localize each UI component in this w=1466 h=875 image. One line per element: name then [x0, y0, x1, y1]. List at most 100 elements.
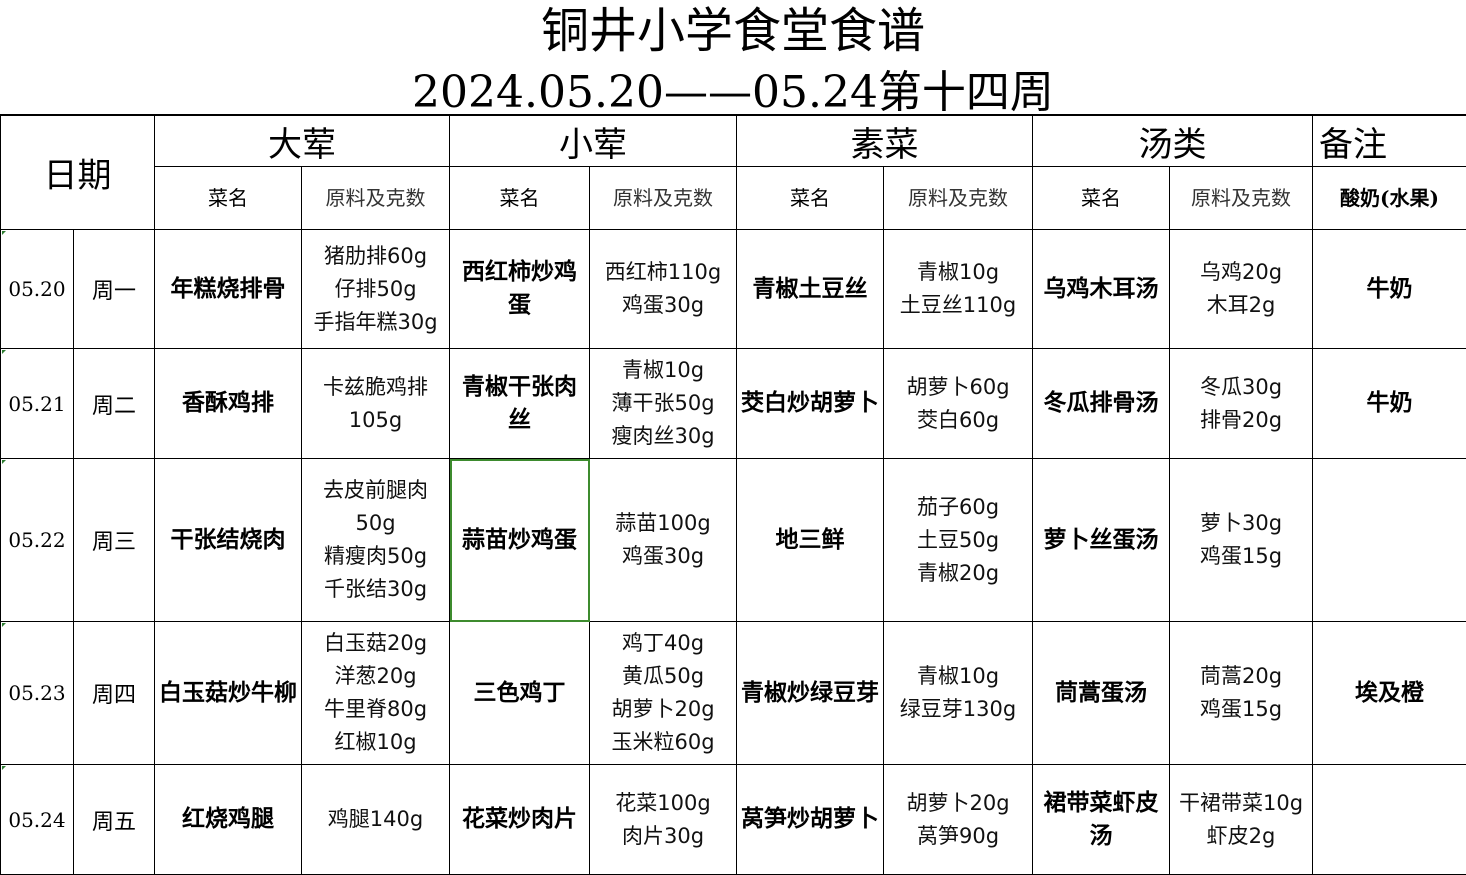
date-cell[interactable]: 05.20: [1, 230, 74, 349]
group-header-big-meat[interactable]: 大荤: [155, 116, 450, 167]
note-cell[interactable]: [1313, 459, 1466, 622]
ingredient-line: 乌鸡20g: [1172, 256, 1310, 289]
small-meat-dish-cell[interactable]: 青椒干张肉丝: [450, 349, 590, 459]
ingredient-line: 花菜100g: [592, 787, 734, 820]
ingredient-line: 青椒10g: [886, 256, 1030, 289]
sub-header-small-dish[interactable]: 菜名: [450, 167, 590, 230]
ingredient-line: 鸡蛋30g: [592, 289, 734, 322]
ingredient-line: 莴笋90g: [886, 820, 1030, 853]
weekday-cell[interactable]: 周三: [74, 459, 155, 622]
ingredient-line: 鸡丁40g: [592, 627, 734, 660]
sub-header-note[interactable]: 酸奶(水果): [1313, 167, 1466, 230]
note-cell[interactable]: 牛奶: [1313, 349, 1466, 459]
group-header-small-meat[interactable]: 小荤: [450, 116, 737, 167]
ingredient-line: 鸡蛋15g: [1172, 693, 1310, 726]
vegetable-dish-cell[interactable]: 青椒土豆丝: [737, 230, 884, 349]
ingredient-line: 茄子60g: [886, 491, 1030, 524]
note-cell[interactable]: 牛奶: [1313, 230, 1466, 349]
ingredient-line: 绿豆芽130g: [886, 693, 1030, 726]
group-header-vegetable[interactable]: 素菜: [737, 116, 1033, 167]
ingredient-line: 仔排50g: [304, 273, 447, 306]
sub-header-big-raw[interactable]: 原料及克数: [302, 167, 450, 230]
vegetable-dish-cell[interactable]: 茭白炒胡萝卜: [737, 349, 884, 459]
sub-header-soup-dish[interactable]: 菜名: [1033, 167, 1170, 230]
group-header-note[interactable]: 备注: [1313, 116, 1466, 167]
soup-dish-cell[interactable]: 萝卜丝蛋汤: [1033, 459, 1170, 622]
vegetable-dish-cell[interactable]: 青椒炒绿豆芽: [737, 622, 884, 765]
ingredient-line: 干裙带菜10g: [1172, 787, 1310, 820]
sub-header-soup-raw[interactable]: 原料及克数: [1170, 167, 1313, 230]
ingredient-line: 胡萝卜20g: [886, 787, 1030, 820]
group-header-soup[interactable]: 汤类: [1033, 116, 1313, 167]
big-meat-dish-cell[interactable]: 红烧鸡腿: [155, 765, 302, 875]
weekday-cell[interactable]: 周一: [74, 230, 155, 349]
soup-dish-cell[interactable]: 乌鸡木耳汤: [1033, 230, 1170, 349]
vegetable-dish-cell[interactable]: 莴笋炒胡萝卜: [737, 765, 884, 875]
ingredient-line: 洋葱20g: [304, 660, 447, 693]
sub-header-veg-raw[interactable]: 原料及克数: [884, 167, 1033, 230]
soup-dish-cell[interactable]: 裙带菜虾皮汤: [1033, 765, 1170, 875]
vegetable-dish-cell[interactable]: 地三鲜: [737, 459, 884, 622]
sub-header-small-raw[interactable]: 原料及克数: [590, 167, 737, 230]
sub-header-veg-dish[interactable]: 菜名: [737, 167, 884, 230]
soup-dish-cell[interactable]: 冬瓜排骨汤: [1033, 349, 1170, 459]
sub-header-big-dish[interactable]: 菜名: [155, 167, 302, 230]
weekday-cell[interactable]: 周五: [74, 765, 155, 875]
header-row-sub: 菜名 原料及克数 菜名 原料及克数 菜名 原料及克数 菜名 原料及克数 酸奶(水…: [1, 167, 1466, 230]
ingredient-line: 冬瓜30g: [1172, 371, 1310, 404]
note-cell[interactable]: [1313, 765, 1466, 875]
ingredient-line: 排骨20g: [1172, 404, 1310, 437]
small-meat-dish-cell[interactable]: 蒜苗炒鸡蛋: [450, 459, 590, 622]
big-meat-ingredients-cell[interactable]: 鸡腿140g: [302, 765, 450, 875]
note-cell[interactable]: 埃及橙: [1313, 622, 1466, 765]
date-cell[interactable]: 05.22: [1, 459, 74, 622]
small-meat-dish-cell[interactable]: 西红柿炒鸡蛋: [450, 230, 590, 349]
ingredient-line: 胡萝卜60g: [886, 371, 1030, 404]
ingredient-line: 去皮前腿肉50g: [304, 474, 447, 540]
big-meat-dish-cell[interactable]: 年糕烧排骨: [155, 230, 302, 349]
ingredient-line: 鸡腿140g: [304, 803, 447, 836]
weekday-cell[interactable]: 周二: [74, 349, 155, 459]
date-cell[interactable]: 05.23: [1, 622, 74, 765]
small-meat-dish-cell[interactable]: 花菜炒肉片: [450, 765, 590, 875]
ingredient-line: 精瘦肉50g: [304, 540, 447, 573]
soup-dish-cell[interactable]: 茼蒿蛋汤: [1033, 622, 1170, 765]
small-meat-dish-cell[interactable]: 三色鸡丁: [450, 622, 590, 765]
date-cell[interactable]: 05.24: [1, 765, 74, 875]
date-header[interactable]: 日期: [1, 116, 155, 230]
big-meat-ingredients-cell[interactable]: 卡兹脆鸡排105g: [302, 349, 450, 459]
big-meat-dish-cell[interactable]: 香酥鸡排: [155, 349, 302, 459]
cell-indicator-icon: [2, 231, 6, 235]
weekday-cell[interactable]: 周四: [74, 622, 155, 765]
page-title: 铜井小学食堂食谱: [0, 2, 1466, 60]
ingredient-line: 胡萝卜20g: [592, 693, 734, 726]
ingredient-line: 红椒10g: [304, 726, 447, 759]
page-subtitle: 2024.05.20——05.24第十四周: [0, 66, 1466, 120]
date-cell[interactable]: 05.21: [1, 349, 74, 459]
big-meat-dish-cell[interactable]: 白玉菇炒牛柳: [155, 622, 302, 765]
ingredient-line: 西红柿110g: [592, 256, 734, 289]
ingredient-line: 蒜苗100g: [592, 507, 734, 540]
ingredient-line: 牛里脊80g: [304, 693, 447, 726]
ingredient-line: 鸡蛋30g: [592, 540, 734, 573]
big-meat-dish-cell[interactable]: 干张结烧肉: [155, 459, 302, 622]
